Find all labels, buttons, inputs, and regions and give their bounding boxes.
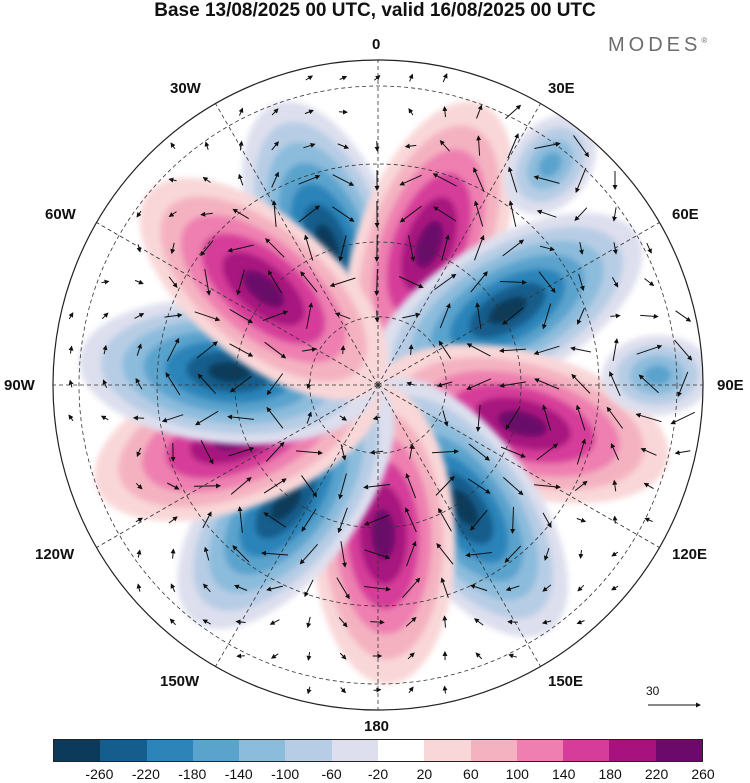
colorbar-tick-label: -140 [224, 766, 253, 782]
colorbar-swatch [285, 740, 332, 761]
colorbar-swatch [100, 740, 147, 761]
colorbar-swatch [331, 740, 378, 761]
lon-label-150w: 150W [160, 673, 200, 690]
colorbar-tick-label: -20 [367, 766, 389, 782]
weak-negative-anomaly-sector-90e [602, 335, 703, 416]
colorbar-tick-label: 180 [598, 766, 622, 782]
colorbar-tick-label: 220 [644, 766, 669, 782]
colorbar-tick-label: 20 [416, 766, 433, 782]
colorbar-tick-label: -180 [178, 766, 207, 782]
colorbar-ticks: -260 -220 -180 -140 -100 -60 -20 20 60 100 140 180 2… [0, 766, 750, 783]
lon-label-150e: 150E [548, 673, 584, 690]
colorbar-swatch [146, 740, 193, 761]
logo-registered-mark: ® [701, 36, 708, 45]
colorbar-tick-label: 100 [505, 766, 529, 782]
lon-label-30w: 30W [170, 80, 201, 97]
modes-logo: MODES® [608, 34, 707, 57]
lon-label-60e: 60E [672, 206, 699, 223]
lon-label-60w: 60W [45, 206, 76, 223]
lon-label-180: 180 [364, 718, 390, 735]
height-anomaly-field [79, 101, 703, 685]
colorbar [53, 739, 703, 762]
reference-vector-label: 30 [646, 684, 660, 698]
colorbar-tick-label: -260 [85, 766, 114, 782]
map-border [52, 59, 704, 711]
colorbar-swatch [516, 740, 564, 761]
lon-label-120w: 120W [35, 546, 75, 563]
colorbar-tick-label: -220 [131, 766, 160, 782]
weak-negative-anomaly-sector-40e [503, 114, 597, 215]
colorbar-tick-label: -60 [321, 766, 342, 782]
colorbar-tick-label: -100 [271, 766, 300, 782]
colorbar-swatch [563, 740, 610, 761]
colorbar-tick-label: 260 [691, 766, 715, 782]
colorbar-swatch [54, 740, 101, 761]
colorbar-swatch [470, 740, 517, 761]
colorbar-swatch [655, 740, 702, 761]
graticule [53, 60, 703, 710]
wind-vectors [68, 73, 695, 695]
colorbar-swatch [239, 740, 286, 761]
lon-label-90w: 90W [4, 377, 35, 394]
lon-label-30e: 30E [548, 80, 575, 97]
lon-label-90e: 90E [717, 377, 744, 394]
lon-label-0: 0 [372, 36, 381, 53]
colorbar-swatch [424, 740, 471, 761]
lon-label-120e: 120E [672, 546, 708, 563]
colorbar-tick-label: 60 [463, 766, 479, 782]
colorbar-tick-label: 140 [552, 766, 576, 782]
map-title: Base 13/08/2025 00 UTC, valid 16/08/2025… [154, 0, 596, 21]
colorbar-swatch [377, 740, 425, 761]
colorbar-swatch [192, 740, 240, 761]
logo-text: MODES [608, 34, 702, 56]
colorbar-swatch [609, 740, 656, 761]
